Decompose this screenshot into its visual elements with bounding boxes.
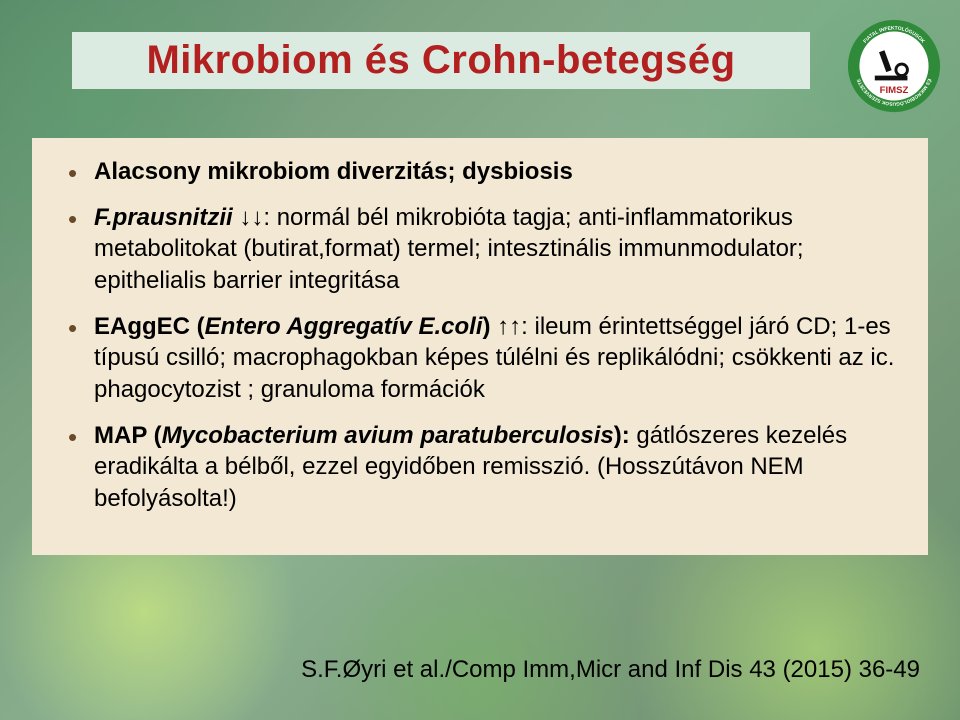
- list-item: F.prausnitzii ↓↓: normál bél mikrobióta …: [62, 202, 898, 297]
- content-panel: Alacsony mikrobiom diverzitás; dysbiosis…: [32, 138, 928, 555]
- bullet-arrows: ↑↑: [491, 313, 522, 340]
- org-badge: FIMSZ FIATAL INFEKTOLÓGUSOK ÉS MIKROBIOL…: [846, 18, 942, 114]
- badge-label: FIMSZ: [880, 85, 909, 96]
- bullet-mid: Entero Aggregatív E.coli: [205, 313, 483, 340]
- bullet-list: Alacsony mikrobiom diverzitás; dysbiosis…: [62, 156, 898, 515]
- bullet-lead: EAggEC (: [94, 313, 205, 340]
- list-item: MAP (Mycobacterium avium paratuberculosi…: [62, 420, 898, 515]
- bullet-mid: Mycobacterium avium paratuberculosis: [162, 422, 614, 449]
- citation: S.F.Øyri et al./Comp Imm,Micr and Inf Di…: [40, 656, 920, 684]
- bullet-close: ): [483, 313, 491, 340]
- bullet-lead: F.prausnitzii: [94, 204, 233, 231]
- bullet-lead: MAP (: [94, 422, 162, 449]
- bullet-lead: Alacsony mikrobiom diverzitás; dysbiosis: [94, 158, 573, 185]
- list-item: Alacsony mikrobiom diverzitás; dysbiosis: [62, 156, 898, 188]
- slide-title: Mikrobiom és Crohn-betegség: [146, 38, 735, 82]
- slide-title-band: Mikrobiom és Crohn-betegség: [72, 32, 810, 89]
- list-item: EAggEC (Entero Aggregatív E.coli) ↑↑: il…: [62, 311, 898, 406]
- bullet-arrows: ↓↓: [233, 204, 264, 231]
- bullet-close: ):: [614, 422, 630, 449]
